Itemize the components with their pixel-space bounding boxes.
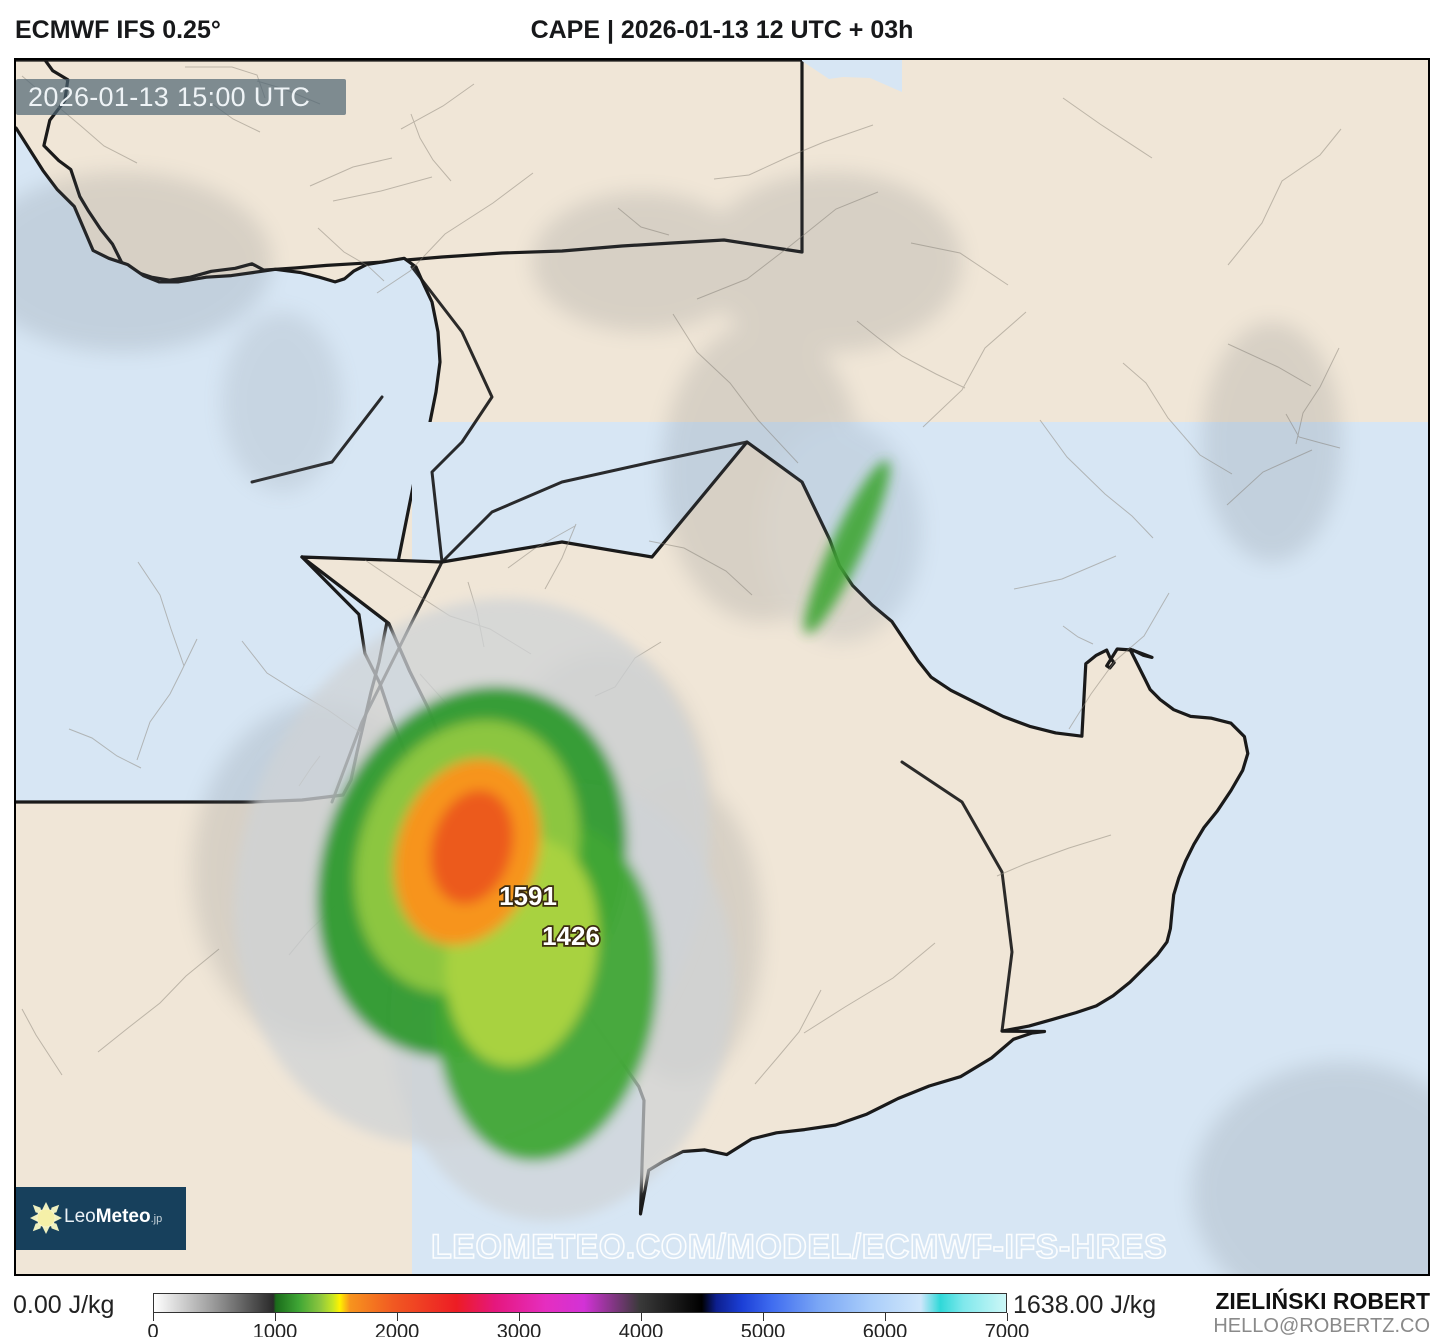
svg-text:1426: 1426 <box>542 921 600 951</box>
svg-text:1591: 1591 <box>499 881 557 911</box>
